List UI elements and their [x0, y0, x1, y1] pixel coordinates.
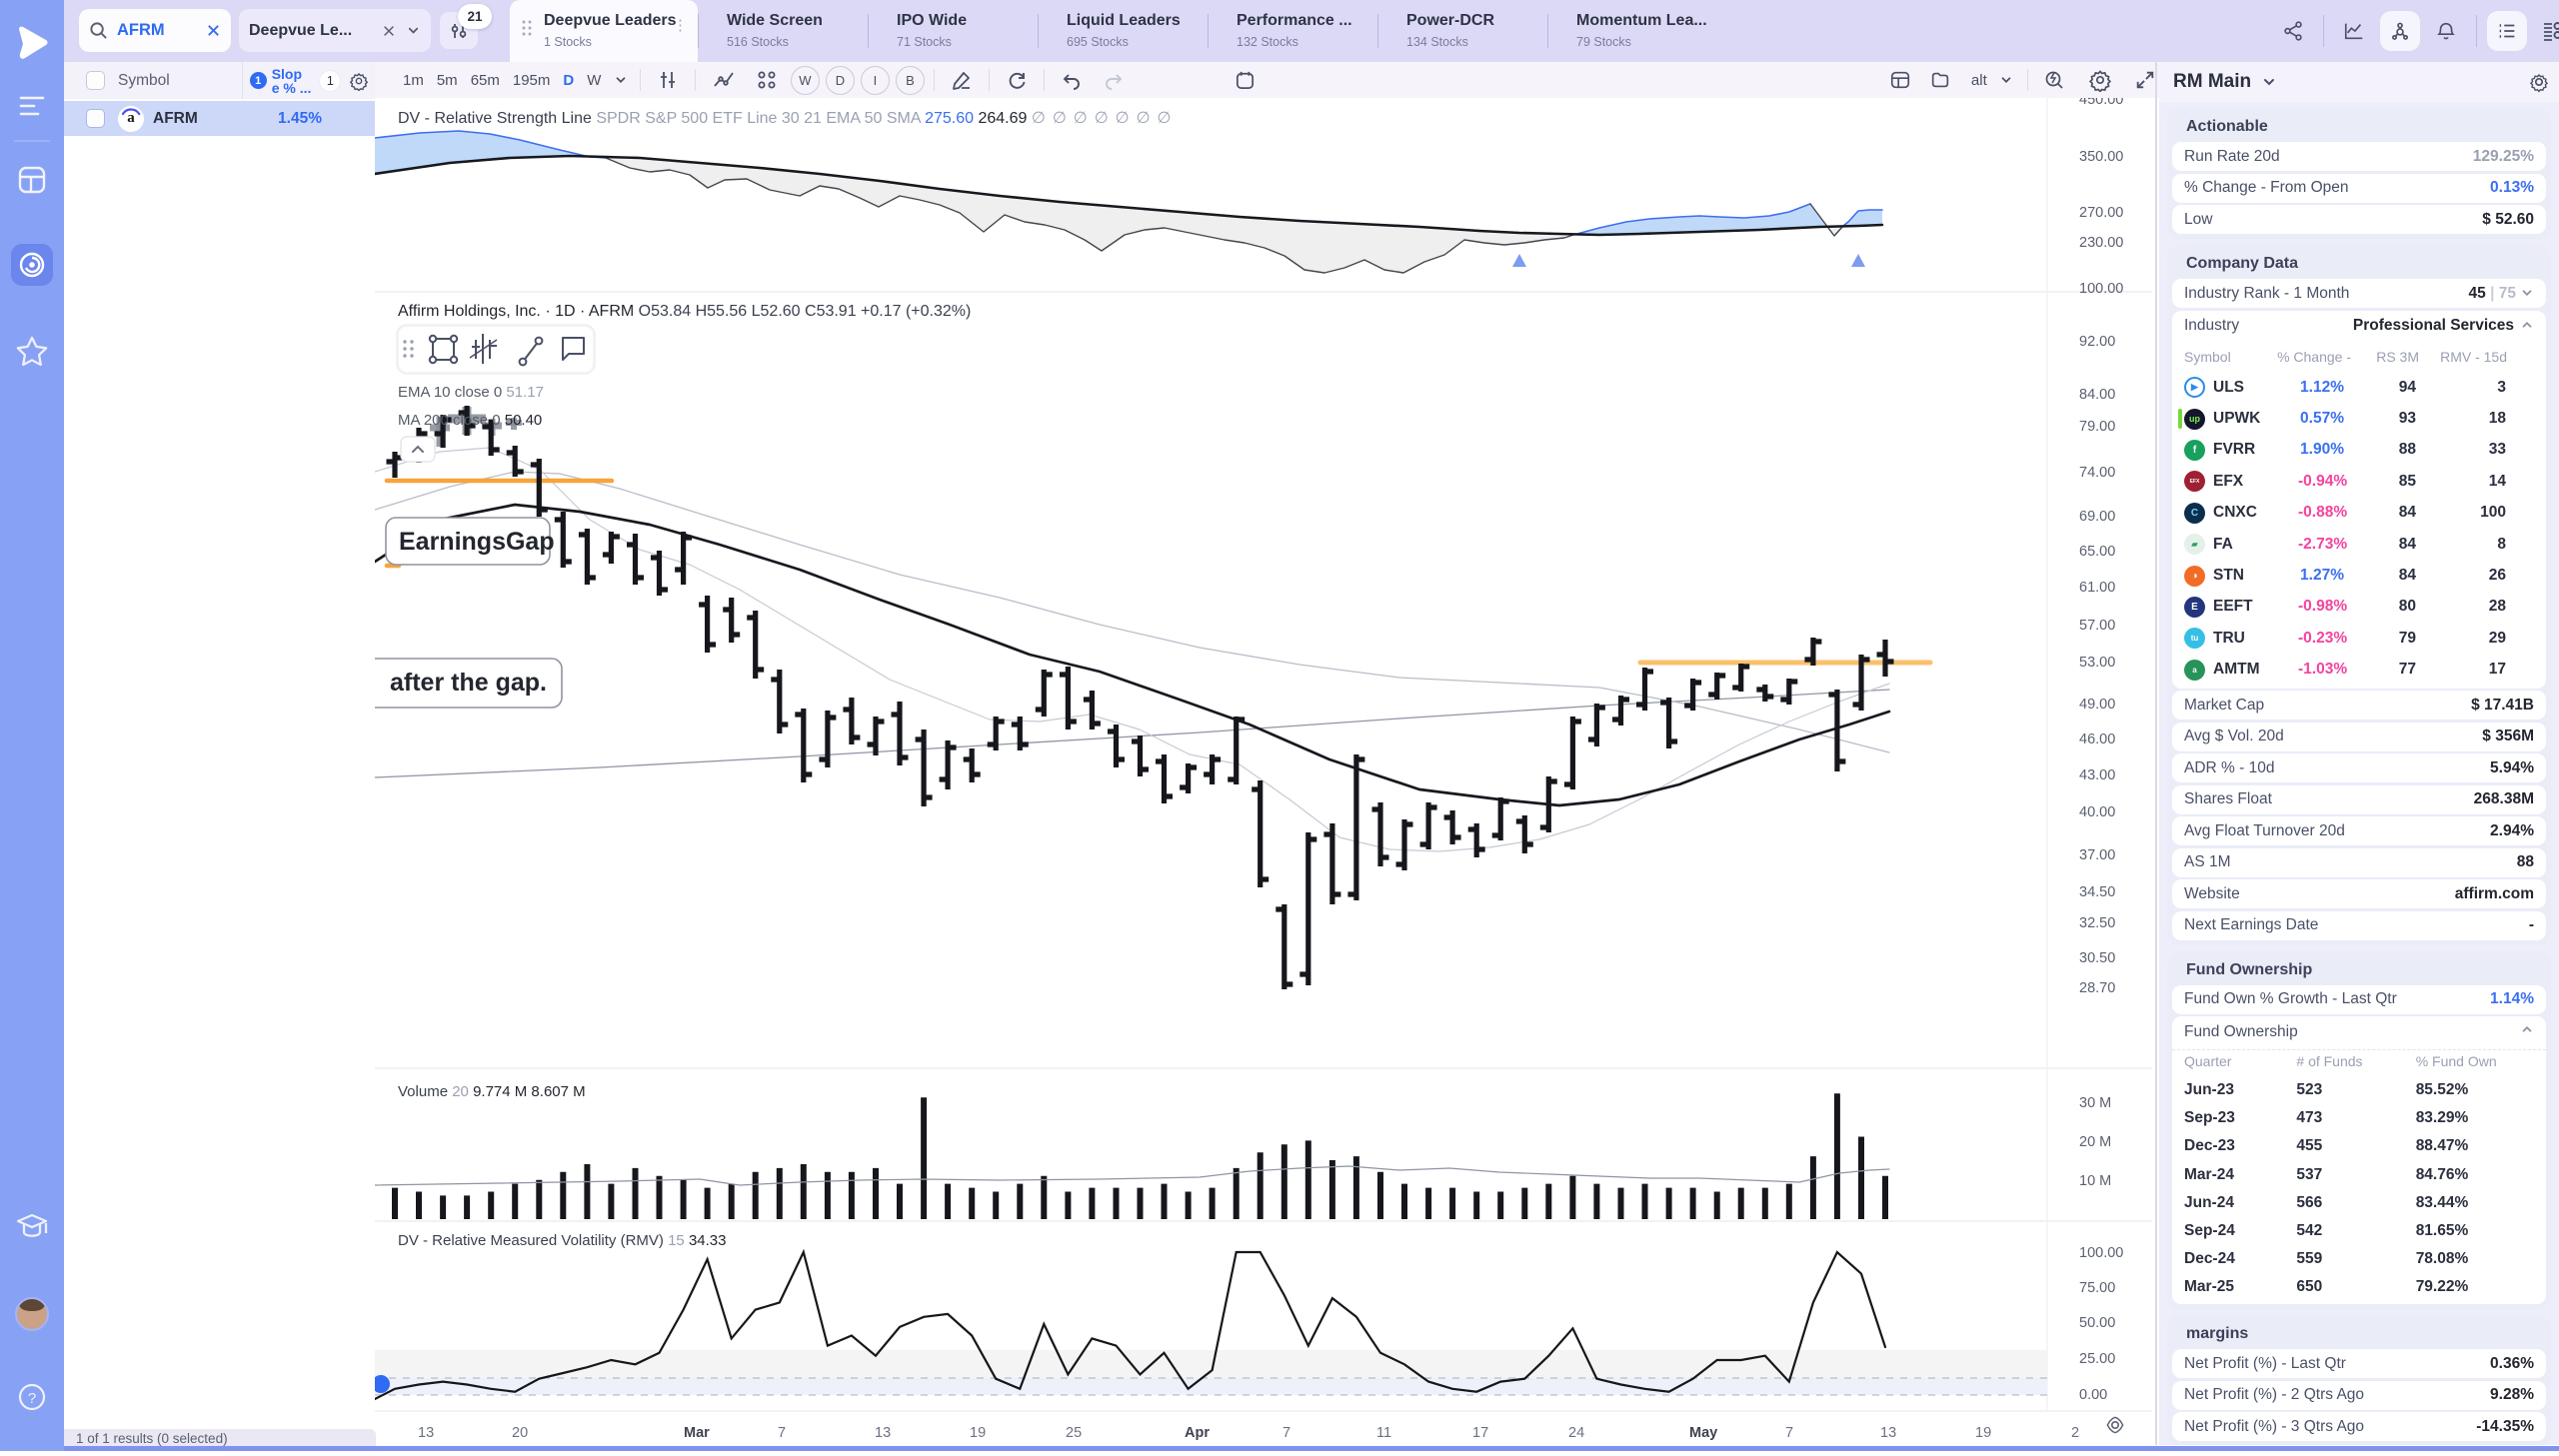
svg-text:32.50: 32.50 [2079, 915, 2115, 931]
svg-text:46.00: 46.00 [2079, 731, 2115, 747]
svg-text:DV - Relative Strength Line SP: DV - Relative Strength Line SPDR S&P 500… [398, 110, 1178, 127]
svg-text:13: 13 [418, 1425, 434, 1441]
svg-text:69.00: 69.00 [2079, 509, 2115, 525]
svg-text:Volume 20 9.774 M 8.607 M: Volume 20 9.774 M 8.607 M [398, 1083, 586, 1100]
svg-text:7: 7 [1282, 1425, 1290, 1441]
svg-text:30.50: 30.50 [2079, 950, 2115, 966]
svg-text:350.00: 350.00 [2079, 149, 2123, 165]
svg-text:25.00: 25.00 [2079, 1351, 2115, 1367]
svg-text:34.50: 34.50 [2079, 884, 2115, 900]
svg-text:50.00: 50.00 [2079, 1315, 2115, 1331]
svg-text:65.00: 65.00 [2079, 544, 2115, 560]
svg-text:40.00: 40.00 [2079, 804, 2115, 820]
svg-text:57.00: 57.00 [2079, 618, 2115, 634]
svg-text:270.00: 270.00 [2079, 205, 2123, 221]
svg-text:DV - Relative Measured Volatil: DV - Relative Measured Volatility (RMV) … [398, 1232, 727, 1249]
svg-text:84.00: 84.00 [2079, 387, 2115, 403]
svg-text:Affirm Holdings, Inc. · 1D · A: Affirm Holdings, Inc. · 1D · AFRM O53.84… [398, 303, 971, 320]
svg-text:0.00: 0.00 [2079, 1387, 2107, 1403]
svg-text:53.00: 53.00 [2079, 655, 2115, 671]
svg-text:75.00: 75.00 [2079, 1280, 2115, 1296]
svg-text:10 M: 10 M [2079, 1173, 2111, 1189]
svg-text:EMA 10 close 0 51.17: EMA 10 close 0 51.17 [398, 384, 544, 401]
svg-text:13: 13 [875, 1425, 891, 1441]
svg-text:11: 11 [1376, 1425, 1391, 1441]
svg-text:2: 2 [2071, 1425, 2079, 1441]
svg-text:Mar: Mar [684, 1425, 710, 1441]
svg-text:230.00: 230.00 [2079, 235, 2123, 251]
svg-text:EarningsGap: EarningsGap [399, 528, 555, 556]
svg-text:7: 7 [778, 1425, 786, 1441]
svg-text:74.00: 74.00 [2079, 465, 2115, 481]
svg-text:17: 17 [1472, 1425, 1488, 1441]
svg-text:MA 200 close 0 50.40: MA 200 close 0 50.40 [398, 412, 542, 429]
svg-text:after the gap.: after the gap. [390, 669, 547, 697]
svg-text:61.00: 61.00 [2079, 580, 2115, 596]
svg-text:92.00: 92.00 [2079, 334, 2115, 350]
svg-text:37.00: 37.00 [2079, 847, 2115, 863]
svg-text:43.00: 43.00 [2079, 767, 2115, 783]
svg-text:100.00: 100.00 [2079, 281, 2123, 297]
svg-text:7: 7 [1785, 1425, 1793, 1441]
svg-text:28.70: 28.70 [2079, 980, 2115, 996]
svg-text:49.00: 49.00 [2079, 697, 2115, 713]
svg-text:450.00: 450.00 [2079, 98, 2123, 108]
svg-text:19: 19 [970, 1425, 986, 1441]
svg-text:100.00: 100.00 [2079, 1245, 2123, 1261]
svg-text:13: 13 [1880, 1425, 1896, 1441]
svg-text:30 M: 30 M [2079, 1095, 2111, 1111]
svg-text:24: 24 [1568, 1425, 1584, 1441]
svg-text:25: 25 [1066, 1425, 1082, 1441]
svg-text:20: 20 [512, 1425, 528, 1441]
svg-text:Apr: Apr [1185, 1425, 1210, 1441]
svg-text:20 M: 20 M [2079, 1134, 2111, 1150]
svg-text:79.00: 79.00 [2079, 419, 2115, 435]
svg-text:19: 19 [1975, 1425, 1991, 1441]
svg-text:May: May [1689, 1425, 1717, 1441]
svg-text:?: ? [28, 1390, 36, 1407]
